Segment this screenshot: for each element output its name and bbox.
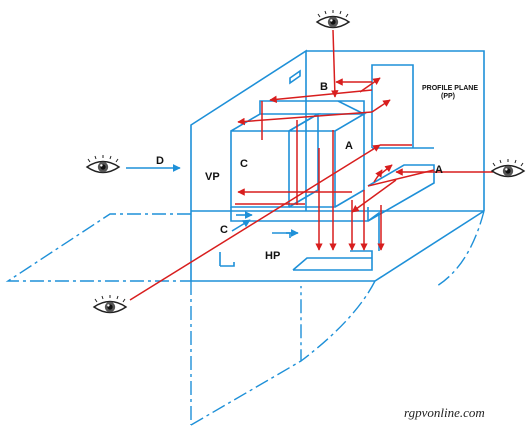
label-d: D	[156, 155, 164, 167]
projector-bottom-left-eye	[129, 144, 381, 301]
eye-icon-left	[86, 154, 120, 174]
label-c-front: C	[240, 158, 248, 170]
extended-planes	[5, 210, 485, 426]
extended-hp-right	[436, 210, 485, 287]
extended-pp-curve	[300, 280, 376, 362]
extended-hp-left	[5, 213, 191, 282]
label-profile-plane-abbr: (PP)	[441, 93, 455, 100]
label-a-side: A	[435, 164, 443, 176]
extended-vp-bottom	[190, 286, 302, 426]
horizontal-plane-right-edge	[374, 210, 485, 282]
label-vp: VP	[205, 171, 220, 183]
label-profile-plane: PROFILE PLANE	[422, 85, 478, 92]
label-hp: HP	[265, 250, 280, 262]
block-top-back	[259, 100, 365, 115]
label-c-lower: C	[220, 224, 228, 236]
arrow-c	[231, 219, 251, 232]
projectors	[129, 29, 493, 301]
label-a-top: A	[345, 140, 353, 152]
eye-icon-right	[491, 158, 525, 178]
viewing-arrows	[126, 164, 299, 237]
eye-icon-bottom-left	[93, 294, 127, 314]
block-a	[288, 113, 367, 208]
eye-icon-top	[316, 9, 350, 29]
hp-top-view	[292, 250, 373, 271]
projector-top-eye	[331, 29, 339, 98]
profile-plane	[306, 50, 485, 211]
label-b: B	[320, 81, 328, 93]
pp-side-view	[371, 64, 434, 149]
watermark: rgpvonline.com	[404, 405, 485, 420]
